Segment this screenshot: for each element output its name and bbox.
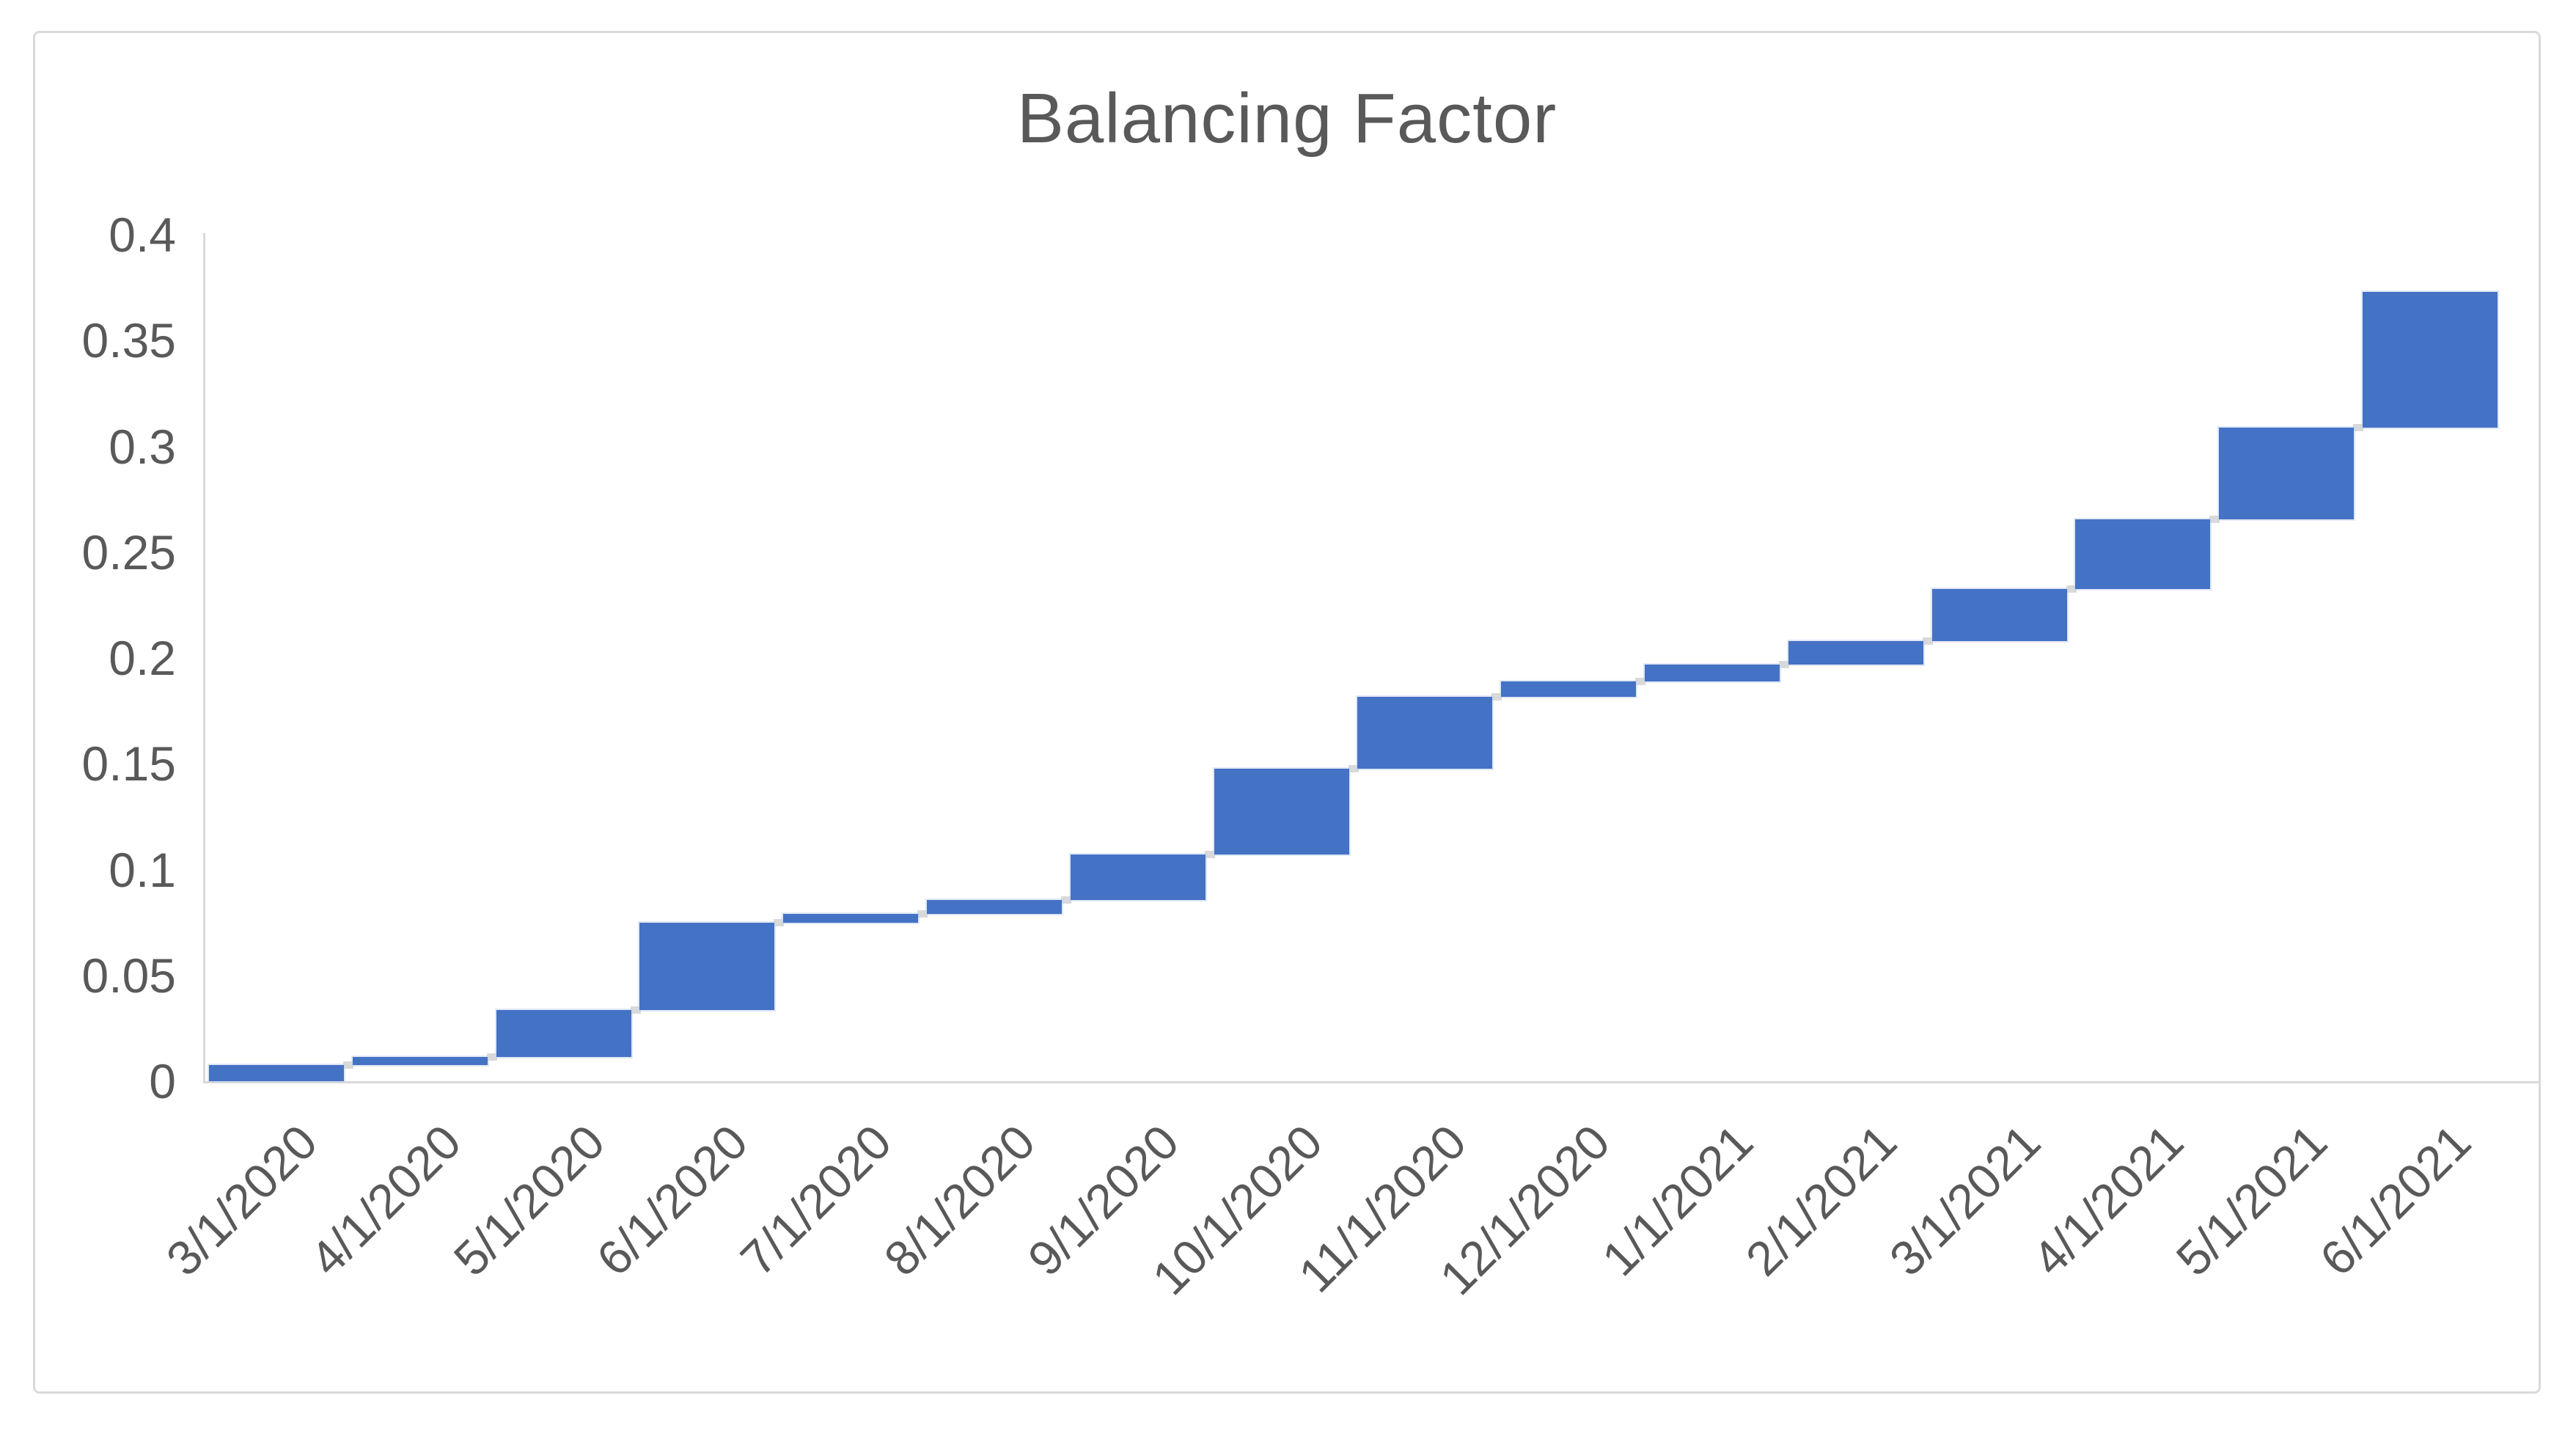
waterfall-bar-11/1/2020[interactable]	[1357, 696, 1493, 769]
step-connector-square	[1348, 764, 1359, 772]
waterfall-bar-2/1/2021[interactable]	[1788, 640, 1923, 665]
y-axis-tick-label: 0	[149, 1054, 176, 1108]
waterfall-bar-5/1/2021[interactable]	[2219, 427, 2355, 520]
step-connector-square	[2353, 423, 2364, 431]
waterfall-bar-3/1/2020[interactable]	[209, 1065, 344, 1081]
step-connector-square	[1204, 850, 1215, 858]
step-connector-square	[1779, 660, 1789, 668]
step-connector-square	[630, 1006, 641, 1014]
step-connector-square	[1061, 896, 1071, 904]
waterfall-bar-9/1/2020[interactable]	[1070, 854, 1206, 901]
y-axis-tick-label: 0.35	[81, 313, 176, 368]
step-connector-square	[1922, 637, 1933, 645]
y-axis-tick-label: 0.3	[109, 419, 176, 474]
step-connector-square	[917, 910, 928, 918]
step-connector-square	[1491, 692, 1502, 700]
waterfall-bar-3/1/2021[interactable]	[1931, 588, 2067, 641]
waterfall-bar-4/1/2021[interactable]	[2075, 519, 2211, 589]
y-axis-tick-label: 0.2	[109, 631, 176, 685]
step-connector-square	[343, 1061, 353, 1069]
y-axis-tick-label: 0.1	[109, 842, 176, 897]
waterfall-bar-8/1/2020[interactable]	[927, 900, 1062, 915]
waterfall-bar-10/1/2020[interactable]	[1214, 768, 1349, 855]
step-connector-square	[486, 1053, 497, 1061]
y-axis-tick-label: 0.25	[81, 524, 176, 579]
waterfall-bar-12/1/2020[interactable]	[1501, 681, 1637, 697]
waterfall-bar-1/1/2021[interactable]	[1645, 664, 1780, 682]
step-connector-square	[1635, 678, 1646, 686]
chart-frame[interactable]	[33, 31, 2541, 1394]
waterfall-bar-6/1/2020[interactable]	[639, 923, 775, 1011]
step-connector-square	[2066, 585, 2077, 593]
y-axis-tick-label: 0.15	[81, 736, 176, 791]
waterfall-bar-5/1/2020[interactable]	[496, 1010, 631, 1058]
waterfall-bar-7/1/2020[interactable]	[783, 914, 919, 923]
x-axis-line	[203, 1081, 2541, 1083]
chart-title: Balancing Factor	[1016, 79, 1557, 158]
waterfall-bar-4/1/2020[interactable]	[352, 1057, 488, 1066]
y-axis-tick-label: 0.4	[109, 208, 176, 262]
y-axis-line	[203, 233, 205, 1083]
step-connector-square	[2209, 516, 2220, 524]
waterfall-bar-6/1/2021[interactable]	[2363, 291, 2498, 428]
y-axis-tick-label: 0.05	[81, 948, 176, 1003]
step-connector-square	[774, 919, 785, 927]
